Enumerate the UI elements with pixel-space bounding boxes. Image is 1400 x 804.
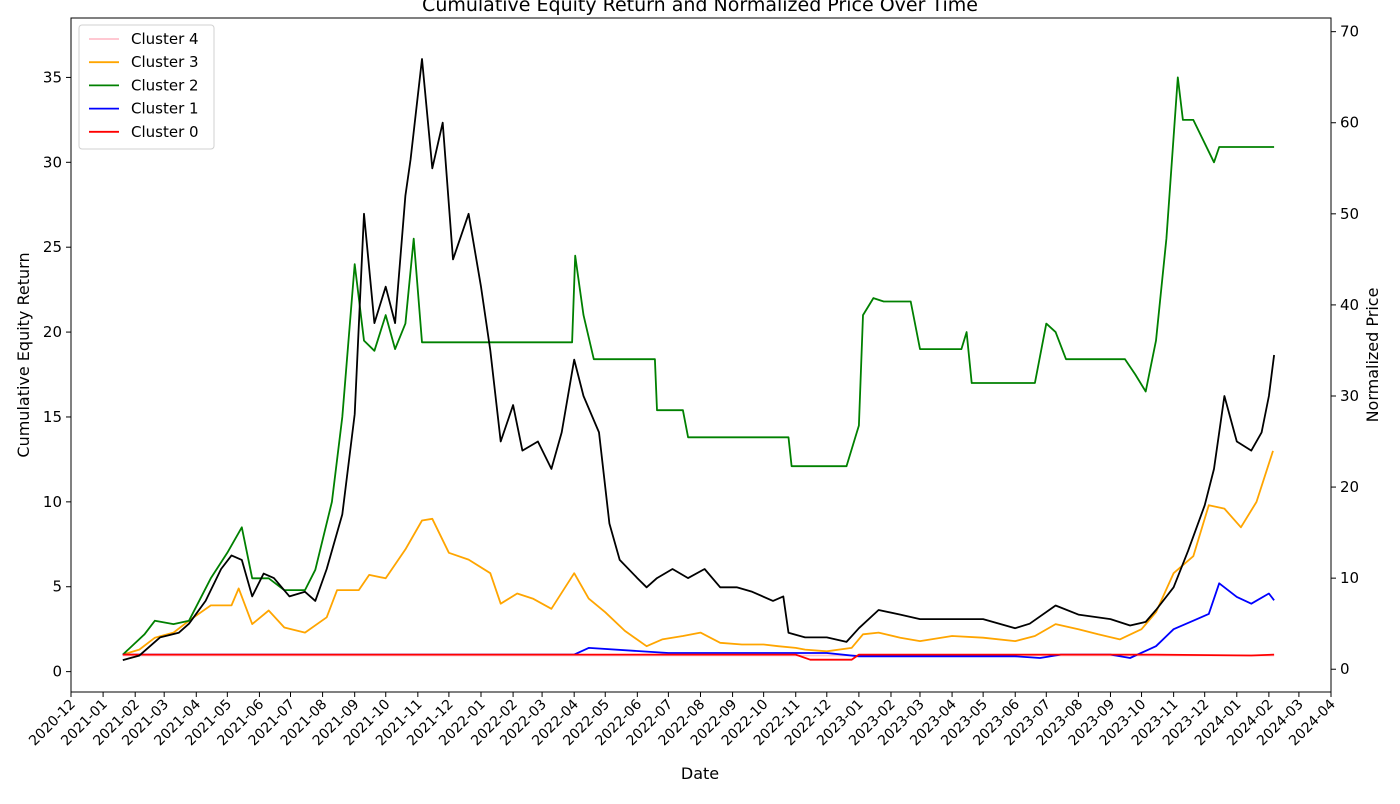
y-tick-label: 5 xyxy=(52,578,62,596)
legend-label: Cluster 2 xyxy=(131,76,199,94)
y2-tick-label: 60 xyxy=(1340,114,1359,132)
chart-title: Cumulative Equity Return and Normalized … xyxy=(422,0,978,16)
y2-tick-label: 70 xyxy=(1340,23,1359,41)
y2-tick-label: 10 xyxy=(1340,569,1359,587)
y-axis-label: Cumulative Equity Return xyxy=(14,252,33,457)
y-tick-label: 15 xyxy=(43,408,62,426)
y2-tick-label: 20 xyxy=(1340,478,1359,496)
y2-tick-label: 40 xyxy=(1340,296,1359,314)
y2-tick-label: 0 xyxy=(1340,660,1350,678)
legend-label: Cluster 4 xyxy=(131,30,199,48)
legend-box xyxy=(78,24,215,150)
series-lines xyxy=(122,58,1275,661)
y-tick-label: 25 xyxy=(43,238,62,256)
y2-axis-label: Normalized Price xyxy=(1363,288,1382,423)
x-axis-label: Date xyxy=(681,764,719,783)
y2-tick-label: 50 xyxy=(1340,205,1359,223)
series-line-cluster-2 xyxy=(122,76,1275,656)
legend-label: Cluster 1 xyxy=(131,100,199,118)
series-line-normalized-price xyxy=(122,58,1275,661)
legend: Cluster 4 Cluster 3 Cluster 2 Cluster 1 Clus… xyxy=(78,24,215,150)
y-tick-label: 35 xyxy=(43,68,62,86)
legend-label: Cluster 3 xyxy=(131,53,199,71)
legend-label: Cluster 0 xyxy=(131,123,199,141)
y-tick-label: 20 xyxy=(43,323,62,341)
plot-frame xyxy=(70,17,1332,693)
y-tick-label: 10 xyxy=(43,493,62,511)
series-line-cluster-0 xyxy=(122,653,1275,661)
y-tick-label: 0 xyxy=(52,663,62,681)
series-line-cluster-3 xyxy=(122,450,1274,656)
y-tick-label: 30 xyxy=(43,153,62,171)
y2-tick-label: 30 xyxy=(1340,387,1359,405)
